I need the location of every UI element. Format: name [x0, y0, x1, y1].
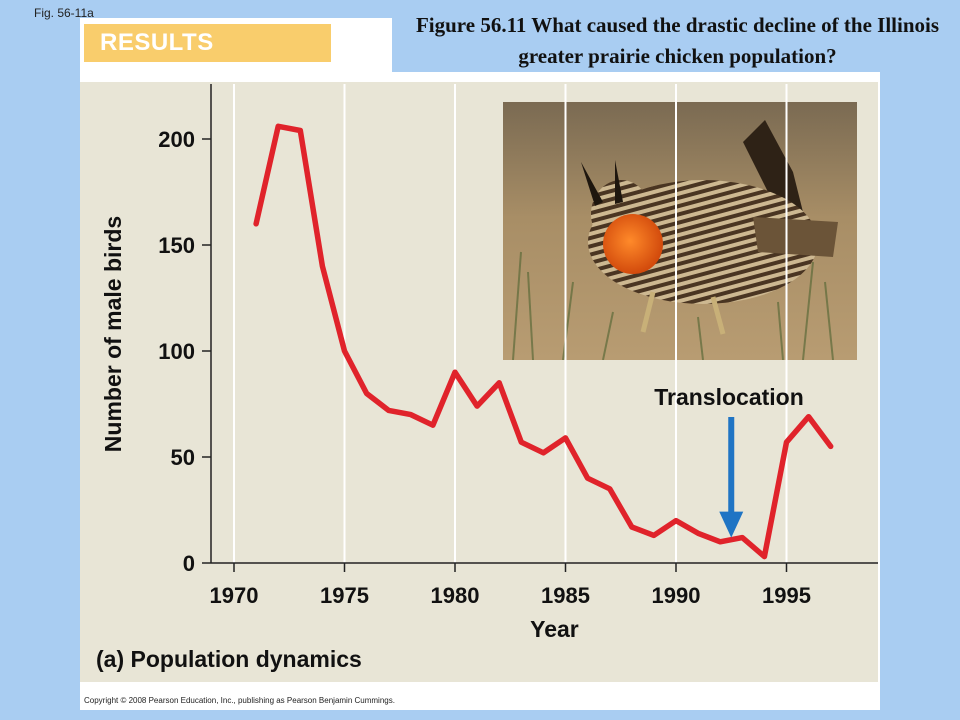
x-axis-ticks: 1970 1975 1980 1985 1990 1995 [210, 563, 811, 608]
x-axis-title: Year [530, 616, 579, 642]
arrow-head [719, 511, 744, 538]
translocation-label: Translocation [654, 384, 804, 410]
x-tick-label: 1990 [652, 583, 701, 608]
x-tick-label: 1985 [541, 583, 590, 608]
x-tick-label: 1975 [320, 583, 369, 608]
y-tick-label: 100 [158, 339, 195, 364]
x-tick-label: 1995 [762, 583, 811, 608]
x-tick-label: 1970 [210, 583, 259, 608]
subcaption: (a) Population dynamics [96, 646, 362, 672]
results-badge [84, 24, 331, 62]
figure-heading: Figure 56.11 What caused the drastic dec… [415, 13, 940, 68]
translocation-arrow [719, 417, 744, 538]
results-label: RESULTS [100, 29, 214, 56]
y-tick-label: 200 [158, 127, 195, 152]
y-tick-label: 0 [183, 551, 195, 576]
copyright-notice: Copyright © 2008 Pearson Education, Inc.… [84, 696, 395, 705]
y-tick-label: 150 [158, 233, 195, 258]
y-axis-ticks: 0 50 100 150 200 [158, 127, 211, 576]
y-axis-title: Number of male birds [100, 216, 126, 452]
vertical-gridlines [233, 84, 788, 563]
series-line [253, 123, 834, 560]
figure-label: Fig. 56-11a [34, 6, 94, 20]
y-tick-label: 50 [171, 445, 195, 470]
x-tick-label: 1980 [431, 583, 480, 608]
greater-prairie-chicken-photo [503, 102, 857, 360]
